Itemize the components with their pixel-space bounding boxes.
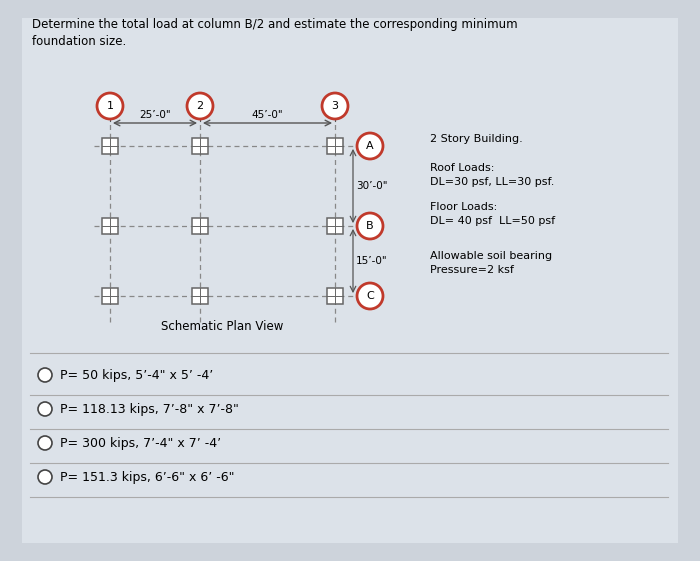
Text: 15’-0": 15’-0" xyxy=(356,256,388,266)
Bar xyxy=(102,218,118,234)
Circle shape xyxy=(187,93,213,119)
Text: 30’-0": 30’-0" xyxy=(356,181,388,191)
Text: DL=30 psf, LL=30 psf.: DL=30 psf, LL=30 psf. xyxy=(430,177,554,187)
Text: Floor Loads:: Floor Loads: xyxy=(430,202,497,212)
Bar xyxy=(327,218,343,234)
Text: A: A xyxy=(366,141,374,151)
Text: 3: 3 xyxy=(332,101,339,111)
Circle shape xyxy=(322,93,348,119)
Text: P= 50 kips, 5’-4" x 5’ -4’: P= 50 kips, 5’-4" x 5’ -4’ xyxy=(60,369,214,381)
Bar xyxy=(192,218,208,234)
Text: B: B xyxy=(366,221,374,231)
Text: 1: 1 xyxy=(106,101,113,111)
Circle shape xyxy=(38,368,52,382)
Text: C: C xyxy=(366,291,374,301)
Text: 45’-0": 45’-0" xyxy=(252,110,284,120)
Text: Pressure=2 ksf: Pressure=2 ksf xyxy=(430,265,514,275)
Text: P= 151.3 kips, 6’-6" x 6’ -6": P= 151.3 kips, 6’-6" x 6’ -6" xyxy=(60,471,234,484)
Text: DL= 40 psf  LL=50 psf: DL= 40 psf LL=50 psf xyxy=(430,216,555,226)
FancyBboxPatch shape xyxy=(22,18,678,543)
Text: Allowable soil bearing: Allowable soil bearing xyxy=(430,251,552,261)
Text: 25’-0": 25’-0" xyxy=(139,110,171,120)
Text: 2 Story Building.: 2 Story Building. xyxy=(430,134,523,144)
Circle shape xyxy=(357,133,383,159)
Circle shape xyxy=(357,283,383,309)
Bar xyxy=(327,138,343,154)
Bar xyxy=(102,288,118,304)
Circle shape xyxy=(38,402,52,416)
Bar xyxy=(192,138,208,154)
Bar xyxy=(102,138,118,154)
Circle shape xyxy=(97,93,123,119)
Circle shape xyxy=(357,213,383,239)
Bar xyxy=(327,288,343,304)
Text: 2: 2 xyxy=(197,101,204,111)
Text: P= 118.13 kips, 7’-8" x 7’-8": P= 118.13 kips, 7’-8" x 7’-8" xyxy=(60,402,239,416)
Text: P= 300 kips, 7’-4" x 7’ -4’: P= 300 kips, 7’-4" x 7’ -4’ xyxy=(60,436,221,449)
Bar xyxy=(192,288,208,304)
Text: Roof Loads:: Roof Loads: xyxy=(430,163,494,173)
Circle shape xyxy=(38,470,52,484)
Text: Schematic Plan View: Schematic Plan View xyxy=(161,320,284,333)
Circle shape xyxy=(38,436,52,450)
Text: Determine the total load at column B/2 and estimate the corresponding minimum
fo: Determine the total load at column B/2 a… xyxy=(32,18,517,48)
